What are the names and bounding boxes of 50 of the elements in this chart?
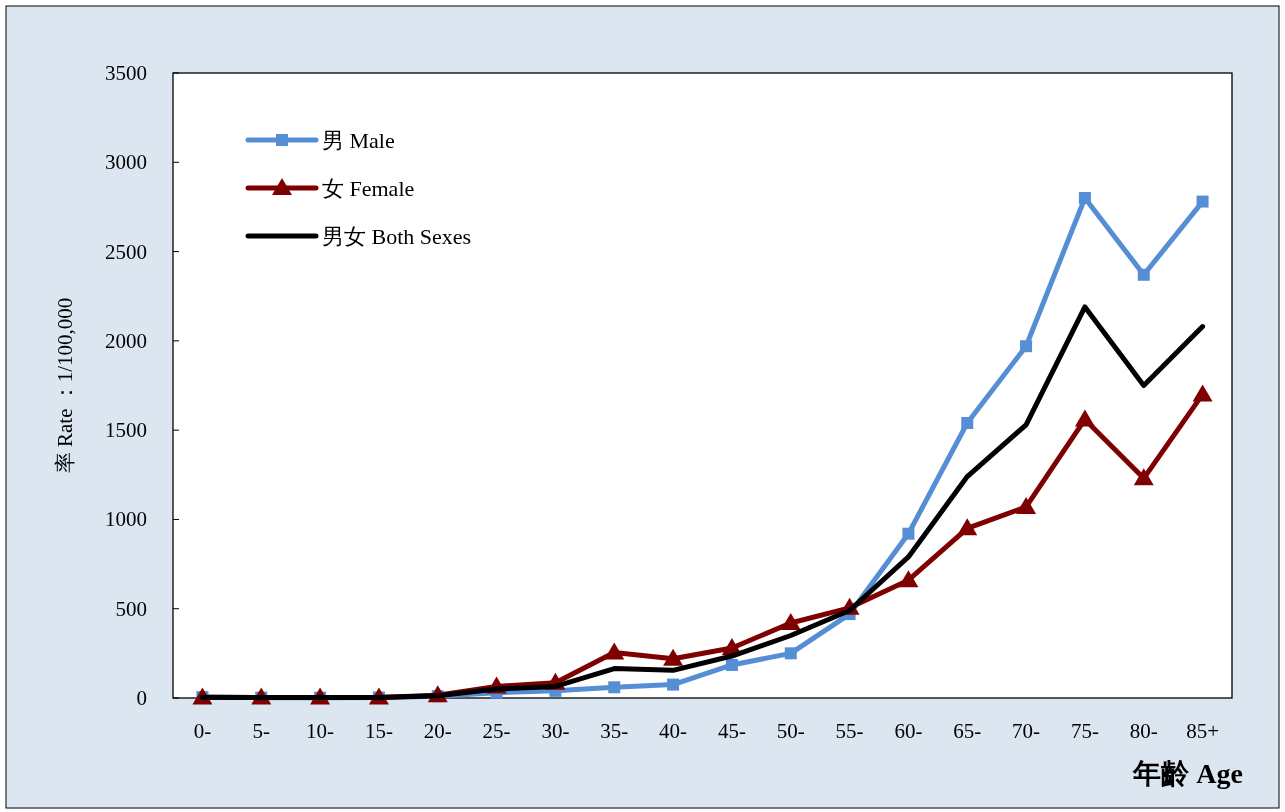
x-tick-label: 10-	[306, 719, 335, 743]
point	[1133, 468, 1154, 486]
x-tick-label: 30-	[541, 719, 570, 743]
x-tick-label: 85+	[1186, 719, 1220, 743]
legend-label: 男 Male	[322, 128, 395, 153]
legend-label: 女 Female	[322, 176, 415, 201]
point	[725, 658, 738, 671]
y-tick-label: 3500	[105, 61, 147, 85]
point	[902, 527, 915, 540]
point	[961, 417, 974, 429]
x-tick-label: 70-	[1012, 719, 1041, 743]
point	[780, 613, 801, 630]
point	[1192, 384, 1213, 402]
point	[898, 570, 919, 588]
point	[784, 647, 797, 660]
x-tick-label: 45-	[717, 719, 746, 743]
x-tick-label: 15-	[364, 719, 393, 743]
legend-label: 男女 Both Sexes	[322, 224, 472, 249]
point	[1137, 268, 1150, 281]
x-tick-label: 40-	[659, 719, 688, 743]
x-tick-label: 55-	[835, 719, 864, 743]
point	[1196, 195, 1209, 208]
point	[608, 681, 621, 694]
point	[604, 642, 625, 660]
y-tick-label: 2500	[105, 239, 147, 264]
x-tick-label: 65-	[953, 719, 982, 743]
x-tick-label: 75-	[1070, 719, 1099, 743]
y-tick-label: 500	[115, 596, 147, 621]
point	[1016, 496, 1037, 514]
y-tick-label: 3000	[105, 150, 147, 175]
point	[957, 518, 978, 536]
y-tick-label: 0	[136, 686, 147, 710]
point	[1020, 340, 1033, 353]
x-tick-label: 60-	[894, 719, 923, 743]
x-tick-label: 0-	[193, 719, 212, 743]
x-tick-label: 20-	[423, 719, 452, 743]
x-tick-label: 5-	[252, 719, 270, 743]
point	[1078, 192, 1091, 204]
x-tick-label: 50-	[776, 719, 805, 743]
point	[1074, 409, 1095, 427]
y-tick-label: 1500	[105, 418, 147, 443]
point	[663, 648, 684, 666]
point	[667, 678, 680, 691]
x-tick-label: 25-	[482, 719, 511, 743]
y-axis-title: 率 Rate ：1/100,000	[53, 297, 77, 474]
x-tick-label: 35-	[600, 719, 629, 743]
x-tick-label: 80-	[1129, 719, 1158, 743]
x-axis-title: 年齡 Age	[1132, 758, 1243, 789]
y-tick-label: 2000	[105, 328, 147, 353]
y-tick-label: 1000	[105, 507, 147, 532]
